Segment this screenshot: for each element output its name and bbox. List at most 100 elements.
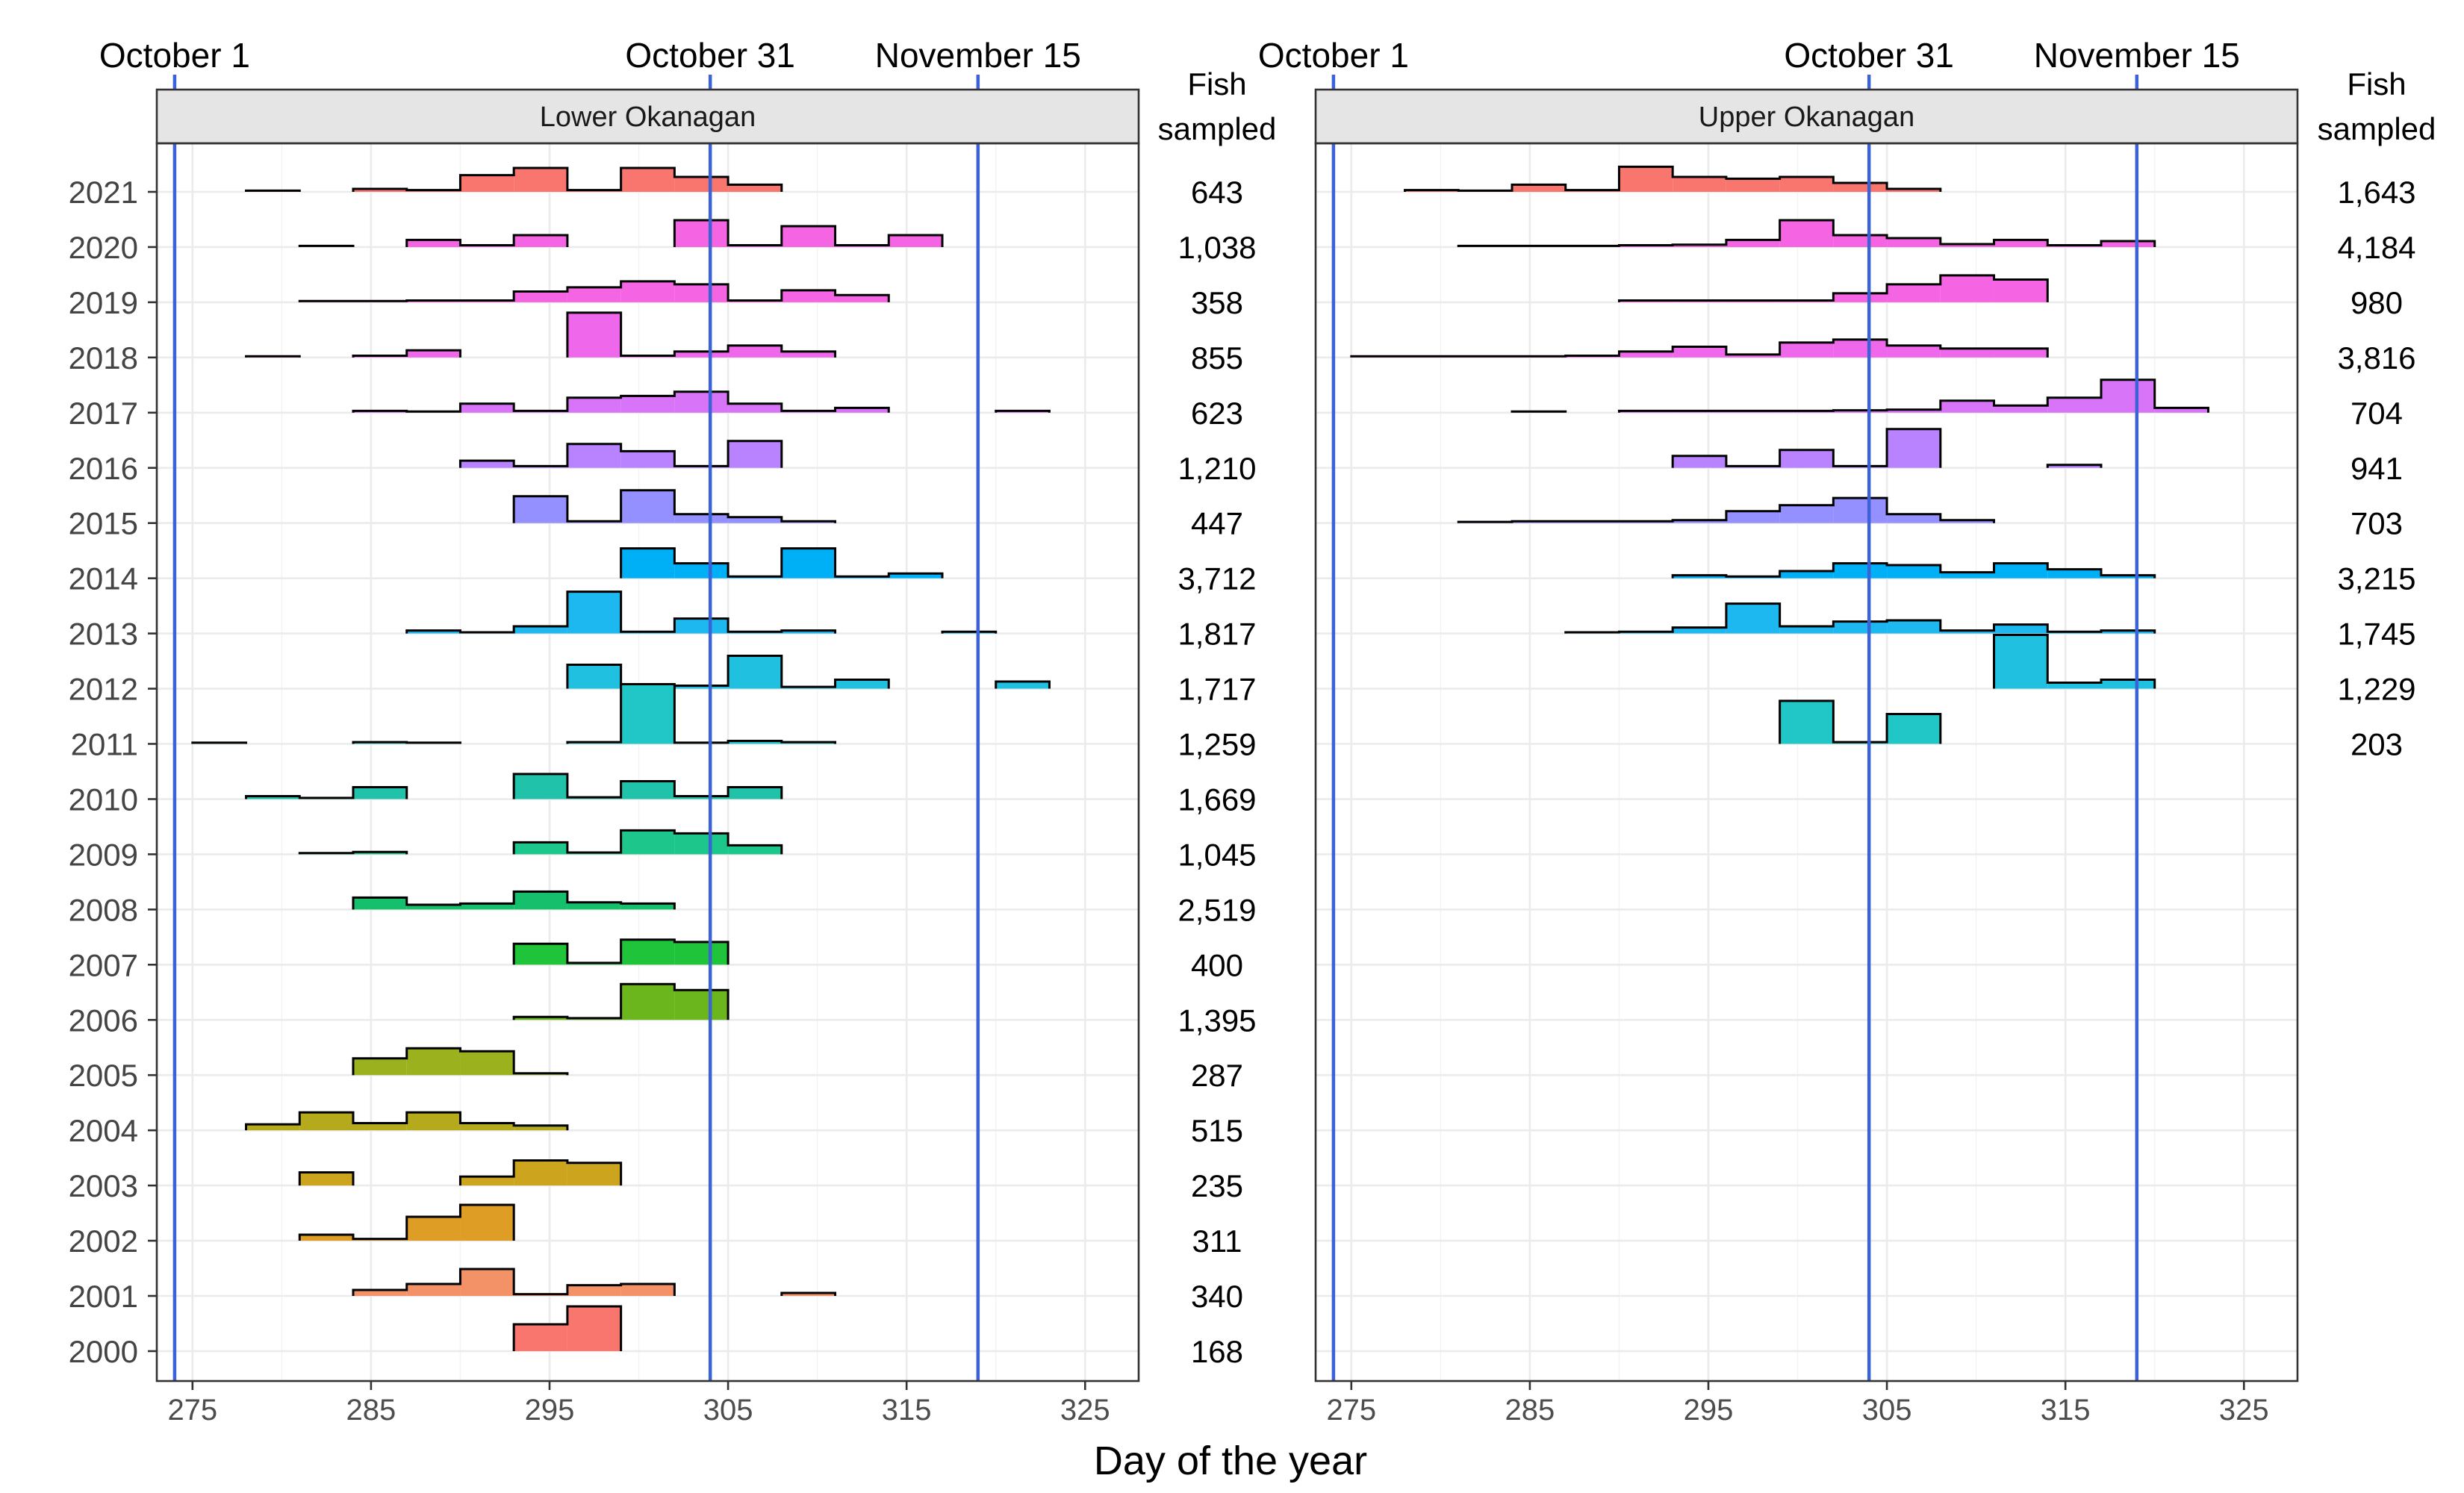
histogram-bar: [728, 655, 782, 689]
histogram-outline: [352, 890, 676, 910]
histogram-bar: [728, 787, 782, 800]
histogram-outline: [245, 785, 408, 800]
histogram-bar: [674, 514, 729, 523]
fish-sampled-count: 1,229: [2337, 672, 2415, 707]
histogram-outline: [352, 390, 890, 413]
histogram-bar: [1833, 183, 1888, 192]
panel-lower-okanagan: 643 1,038 358 855 623 1,210 447 3,712 1,817 1,717…: [69, 36, 1277, 1427]
histogram-bar: [514, 1125, 567, 1131]
panel-border: [1314, 142, 2299, 1383]
histogram-bar: [460, 1123, 514, 1131]
histogram-bar: [728, 345, 782, 358]
histogram-bar: [460, 175, 514, 192]
histogram-bar: [1833, 339, 1888, 358]
histogram-outline: [298, 244, 355, 247]
histogram-bar: [1779, 505, 1834, 523]
histogram-bar: [1673, 244, 1726, 247]
histogram-bar: [1887, 345, 1941, 358]
histogram-outline: [1617, 274, 2049, 302]
histogram-bar: [1779, 177, 1834, 192]
histogram-2001: [352, 1268, 837, 1296]
year-label: 2014: [69, 561, 138, 596]
fish-sampled-count: 941: [2351, 451, 2403, 486]
histogram-bar: [1673, 455, 1726, 468]
histogram-2006: [512, 982, 729, 1020]
fish-sampled-count: 4,184: [2337, 230, 2415, 265]
year-label: 2010: [69, 782, 138, 817]
histogram-bar: [1994, 240, 2048, 247]
histogram-bar: [406, 350, 461, 358]
histogram-bar: [567, 591, 621, 634]
histogram-outline: [995, 409, 1051, 413]
x-tick-label: 285: [1505, 1394, 1555, 1427]
histogram-bar: [567, 397, 621, 413]
histogram-bar: [1994, 563, 2048, 579]
histogram-outline: [352, 741, 461, 744]
histogram-bar: [567, 287, 621, 302]
histogram-bar: [1779, 700, 1834, 744]
histogram-outline: [1457, 219, 2156, 247]
year-label: 2007: [69, 947, 138, 982]
histogram-bar: [1994, 405, 2048, 413]
histogram-outline: [1404, 165, 1942, 192]
histogram-bar: [1673, 520, 1726, 523]
histogram-bar: [1833, 410, 1888, 413]
histogram-bar: [353, 787, 407, 800]
histogram-bar: [674, 618, 729, 634]
year-label: 2001: [69, 1279, 138, 1314]
histogram-bar: [2101, 240, 2155, 247]
histogram-outline: [512, 829, 783, 855]
histogram-bar: [353, 1058, 407, 1076]
histogram-2007: [512, 938, 729, 965]
histogram-bar: [620, 490, 675, 523]
histogram-bar: [514, 1017, 567, 1020]
year-label: 2020: [69, 230, 138, 265]
histogram-bar: [995, 681, 1050, 689]
histogram-2012: [1993, 634, 2156, 689]
histogram-bar: [1940, 243, 1994, 247]
histogram-bar: [460, 1051, 514, 1076]
histogram-bar: [406, 1284, 461, 1296]
histogram-outline: [941, 630, 998, 634]
histogram-bar: [835, 679, 889, 689]
histogram-outline: [1671, 428, 1942, 468]
histogram-bar: [674, 990, 729, 1020]
histogram-bar: [1833, 293, 1888, 302]
histogram-bar: [781, 1293, 836, 1296]
histogram-bar: [514, 1324, 567, 1351]
fish-sampled-count: 203: [2351, 727, 2403, 762]
histogram-bar: [620, 781, 675, 800]
histogram-outline: [512, 489, 837, 523]
year-label: 2009: [69, 837, 138, 872]
histogram-2015: [1457, 496, 1996, 523]
histogram-outline: [512, 773, 783, 800]
fish-sampled-count: 1,045: [1177, 837, 1256, 872]
year-label: 2011: [71, 727, 138, 762]
fish-sampled-count: 1,259: [1177, 727, 1256, 762]
histogram-bar: [620, 548, 675, 579]
facet-strip: [155, 88, 1140, 145]
histogram-bar: [620, 984, 675, 1020]
histogram-outline: [1350, 338, 2049, 358]
histogram-2021: [1404, 165, 1942, 192]
histogram-bar: [1940, 520, 1994, 523]
histogram-bar: [460, 461, 514, 468]
histogram-outline: [995, 680, 1051, 689]
fish-sampled-count: 643: [1191, 175, 1243, 210]
histogram-bar: [1940, 348, 1994, 358]
histogram-2011: [191, 683, 837, 744]
histogram-outline: [673, 219, 944, 247]
year-label: 2005: [69, 1058, 138, 1093]
histogram-2008: [352, 890, 676, 910]
histogram-bar: [406, 630, 461, 634]
histogram-outline: [352, 166, 783, 192]
histogram-bar: [567, 1306, 621, 1351]
histogram-bar: [460, 1176, 514, 1186]
histogram-bar: [514, 891, 567, 910]
histogram-outline: [298, 280, 890, 302]
histogram-bar: [1887, 428, 1941, 468]
year-label: 2004: [69, 1113, 138, 1148]
histogram-bar: [1779, 219, 1834, 247]
fish-sampled-count: 1,395: [1177, 1003, 1256, 1038]
histogram-bar: [353, 1123, 407, 1131]
